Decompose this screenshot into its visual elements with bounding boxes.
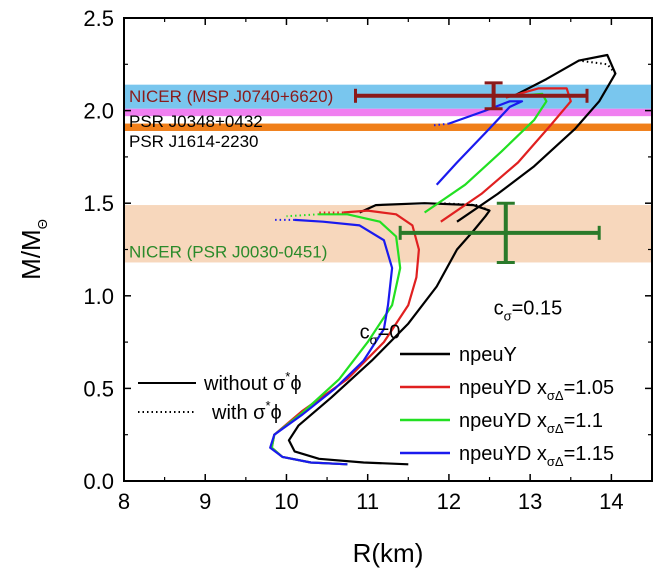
legend-right-item-3: npeuYD xσΔ=1.15 xyxy=(400,443,614,469)
y-tick-label: 1.5 xyxy=(83,191,114,216)
x-tick-label: 8 xyxy=(118,489,130,514)
y-tick-label: 0.0 xyxy=(83,469,114,494)
band-label-3: NICER (PSR J0030-0451) xyxy=(129,242,327,261)
axes-layer: 8 9 10 11 12 13 14 0.0 0.5 1.0 1.5 2.0 2.5 xyxy=(83,6,652,514)
x-tick-label: 10 xyxy=(274,489,298,514)
legend-left-item-1: with σ*ϕ xyxy=(138,398,282,424)
legend-label: npeuYD xσΔ=1.1 xyxy=(459,410,603,436)
legend-left-item-0: without σ*ϕ xyxy=(138,369,302,395)
legend-label: with σ*ϕ xyxy=(211,398,282,424)
error-bar-0 xyxy=(354,81,589,111)
series-line-3 xyxy=(440,87,572,223)
x-tick-label: 11 xyxy=(356,489,379,514)
y-tick-label: 2.0 xyxy=(83,99,114,124)
legend-right-item-1: npeuYD xσΔ=1.05 xyxy=(400,377,614,403)
legend-layer: without σ*ϕ with σ*ϕ npeuY npeuYD xσΔ=1.05 n… xyxy=(138,344,614,469)
svg-text:M/MΘ: M/MΘ xyxy=(16,219,50,280)
series-line-1 xyxy=(456,53,617,223)
series-line-6 xyxy=(269,218,394,466)
band-label-0: NICER (MSP J0740+6620) xyxy=(129,87,333,106)
y-axis-title: M/MΘ xyxy=(16,219,50,280)
error-bar-1 xyxy=(398,201,601,264)
legend-label: npeuYD xσΔ=1.05 xyxy=(459,377,614,403)
y-tick-label: 2.5 xyxy=(83,6,114,31)
annotation-1: cσ=0.15 xyxy=(494,297,563,323)
errorbar-layer xyxy=(354,81,601,264)
x-tick-label: 13 xyxy=(518,489,542,514)
legend-right-item-2: npeuYD xσΔ=1.1 xyxy=(400,410,603,436)
legend-label: npeuYD xσΔ=1.15 xyxy=(459,443,614,469)
annotation-layer: cσ=0 cσ=0.15 xyxy=(360,297,563,347)
x-tick-label: 14 xyxy=(599,489,623,514)
y-tick-label: 1.0 xyxy=(83,284,114,309)
x-tick-label: 9 xyxy=(199,489,211,514)
x-axis-title: R(km) xyxy=(353,538,424,568)
band-label-2: PSR J1614-2230 xyxy=(129,132,258,151)
annotation-0: cσ=0 xyxy=(360,321,401,347)
band-label-1: PSR J0348+0432 xyxy=(129,112,263,131)
band-1 xyxy=(124,108,652,117)
dotted-line-3 xyxy=(286,213,320,218)
dotted-line-5 xyxy=(432,122,450,127)
legend-label: without σ*ϕ xyxy=(203,369,302,395)
legend-right-item-0: npeuY xyxy=(400,344,517,366)
y-tick-label: 0.5 xyxy=(83,376,114,401)
x-tick-label: 12 xyxy=(437,489,461,514)
legend-label: npeuY xyxy=(459,344,517,366)
band-2 xyxy=(124,123,652,131)
band-label-layer: NICER (MSP J0740+6620) PSR J0348+0432PSR … xyxy=(129,87,333,262)
